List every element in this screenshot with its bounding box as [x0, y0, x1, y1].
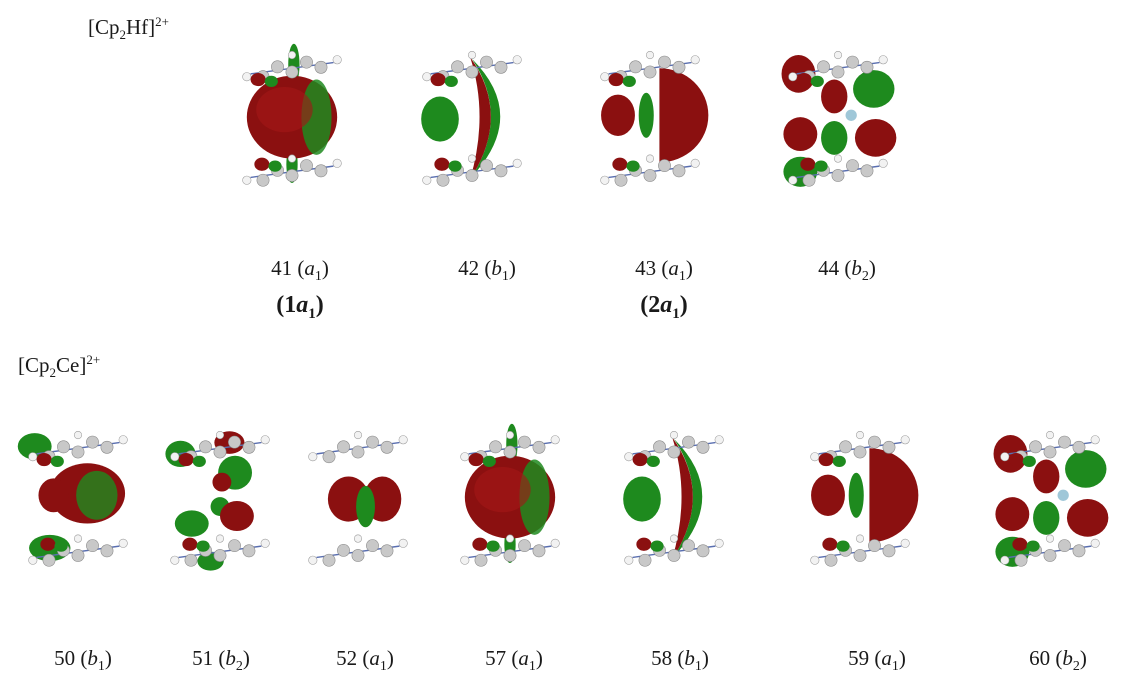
orbital-label-58: 58 (b1) [651, 646, 709, 675]
hafnocene-row-title: [Cp2Hf]2+ [88, 14, 169, 43]
orbital-label-50: 50 (b1) [54, 646, 112, 675]
orbital-plot-50 [8, 420, 148, 580]
orbital-plot-60 [980, 420, 1120, 580]
orbital-label-44: 44 (b2) [818, 256, 876, 285]
orbital-assignment-2a1: (2a1) [640, 292, 688, 322]
orbital-label-59: 59 (a1) [848, 646, 906, 675]
orbital-plot-57 [440, 420, 580, 580]
orbital-plot-41 [222, 40, 362, 200]
orbital-plot-58 [604, 420, 744, 580]
orbital-assignment-1a1: (1a1) [276, 292, 324, 322]
orbital-label-51: 51 (b2) [192, 646, 250, 675]
orbital-plot-52 [288, 420, 428, 580]
orbital-label-60: 60 (b2) [1029, 646, 1087, 675]
orbital-label-57: 57 (a1) [485, 646, 543, 675]
orbital-label-52: 52 (a1) [336, 646, 394, 675]
orbital-label-42: 42 (b1) [458, 256, 516, 285]
orbital-label-41: 41 (a1) [271, 256, 329, 285]
orbital-plot-42 [402, 40, 542, 200]
orbital-plot-43 [580, 40, 720, 200]
orbital-plot-44 [768, 40, 908, 200]
orbital-plot-59 [790, 420, 930, 580]
orbital-label-43: 43 (a1) [635, 256, 693, 285]
cerocene-row-title: [Cp2Ce]2+ [18, 352, 101, 381]
orbital-plot-51 [150, 420, 290, 580]
